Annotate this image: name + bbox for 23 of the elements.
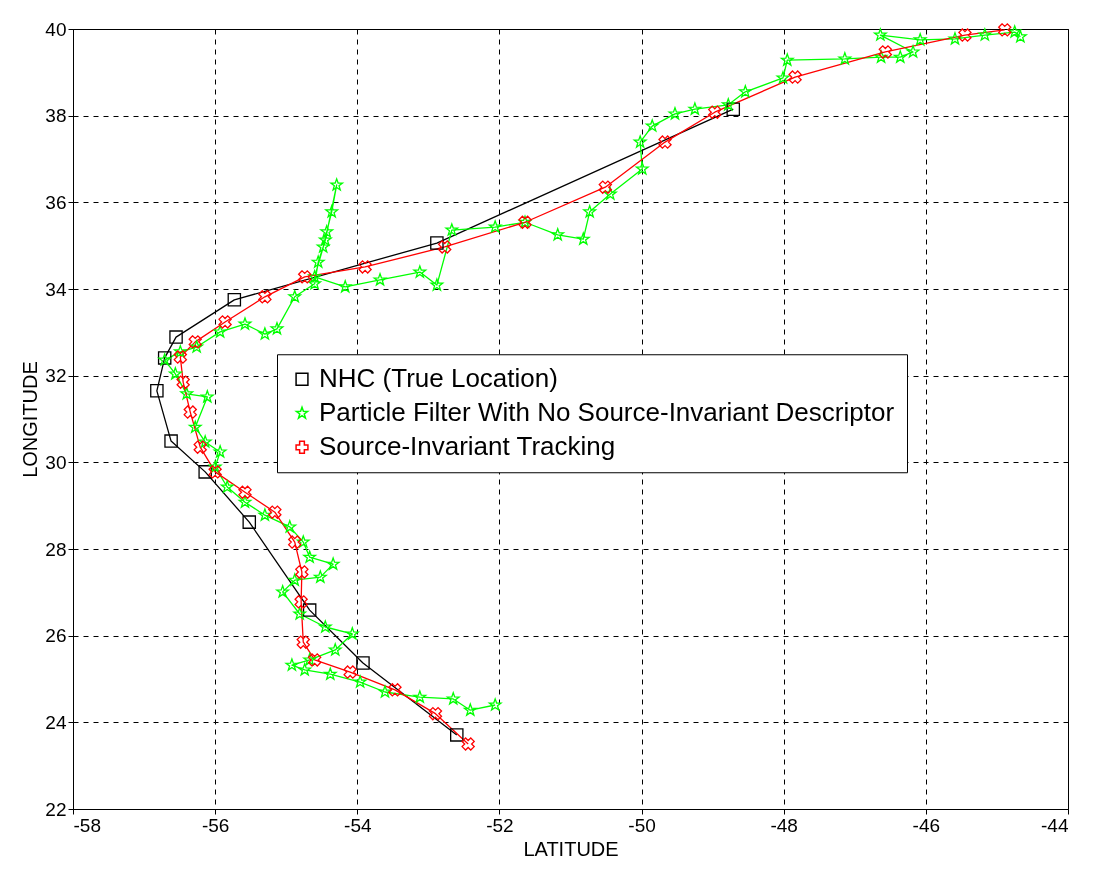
legend-label: Particle Filter With No Source-Invariant Descriptor xyxy=(319,397,895,428)
x-axis-title: LATITUDE xyxy=(523,837,619,860)
x-tick-label: -58 xyxy=(73,814,101,836)
y-tick-label: 24 xyxy=(45,711,67,733)
y-axis-title: LONGITUDE xyxy=(19,361,42,478)
y-tick-label: 28 xyxy=(45,538,67,560)
legend-label: NHC (True Location) xyxy=(319,363,558,394)
y-tick-label: 38 xyxy=(45,105,67,127)
y-tick-label: 22 xyxy=(45,798,67,820)
y-tick-label: 32 xyxy=(45,365,67,387)
x-tick-label: -54 xyxy=(344,814,372,836)
x-tick-label: -48 xyxy=(770,814,798,836)
legend-label: Source-Invariant Tracking xyxy=(319,431,616,462)
x-tick-label: -56 xyxy=(201,814,230,836)
y-tick-label: 34 xyxy=(45,278,67,300)
y-tick-label: 26 xyxy=(45,625,67,647)
y-tick-label: 36 xyxy=(45,191,67,213)
x-tick-label: -46 xyxy=(912,814,941,836)
x-tick-label: -44 xyxy=(1041,814,1069,836)
x-tick-label: -50 xyxy=(628,814,656,836)
x-tick-label: -52 xyxy=(486,814,514,836)
y-tick-label: 30 xyxy=(45,451,67,473)
y-tick-label: 40 xyxy=(45,18,67,40)
